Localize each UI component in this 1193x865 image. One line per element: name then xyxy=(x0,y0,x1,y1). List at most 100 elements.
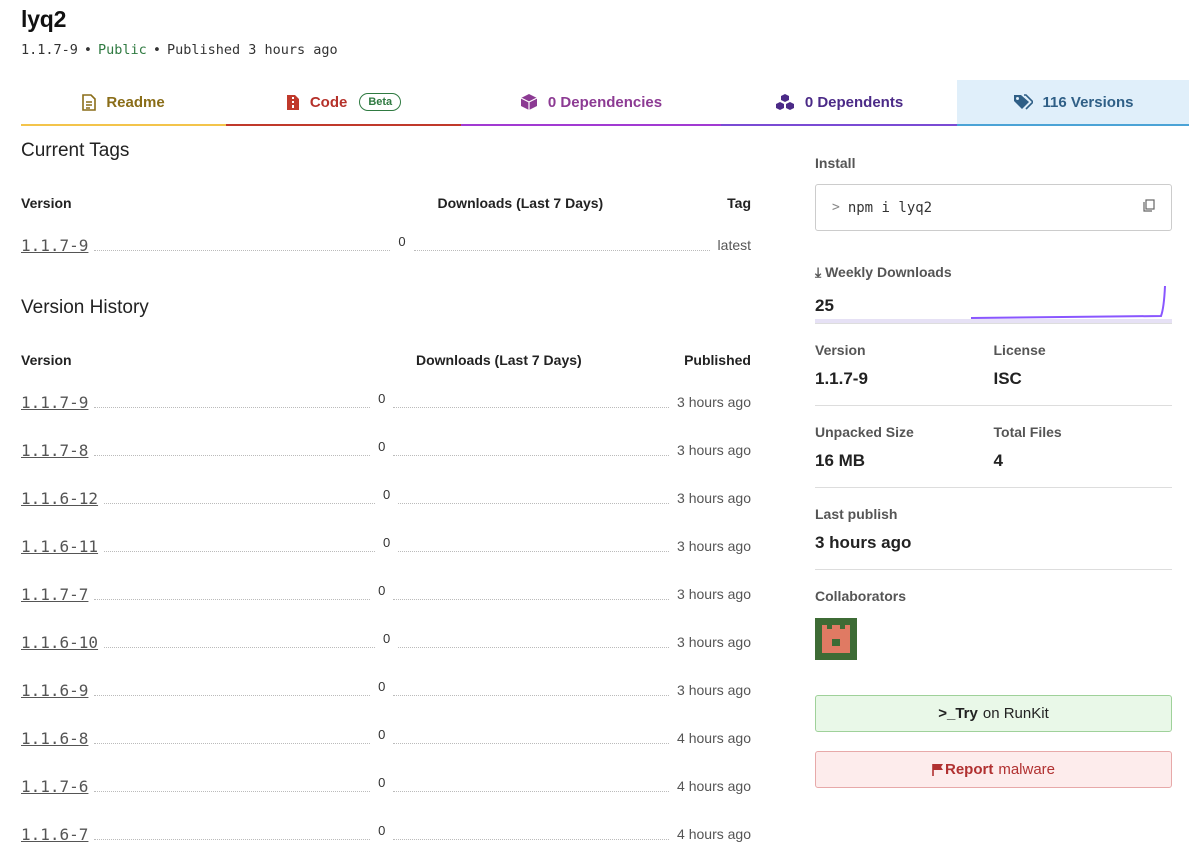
info-row-last-publish: Last publish 3 hours ago xyxy=(815,488,1172,570)
published-label: Published 3 hours ago xyxy=(166,42,338,58)
tab-dependencies[interactable]: 0 Dependencies xyxy=(461,80,721,126)
current-tags-section: Current Tags Version Downloads (Last 7 D… xyxy=(21,140,752,269)
download-count: 0 xyxy=(374,486,399,502)
tab-readme-label: Readme xyxy=(106,93,165,111)
header-tag: Tag xyxy=(727,195,751,211)
table-row: 1.1.7-9 0 3 hours ago xyxy=(21,378,751,426)
runkit-try-label: >_Try xyxy=(938,705,978,722)
version-history-header: Version Downloads (Last 7 Days) Publishe… xyxy=(21,352,751,368)
versions-main: Current Tags Version Downloads (Last 7 D… xyxy=(21,140,752,858)
weekly-downloads-label: ⤓ Weekly Downloads xyxy=(815,264,952,280)
published-time: 3 hours ago xyxy=(669,538,751,554)
tab-code[interactable]: Code Beta xyxy=(226,80,461,126)
version-link[interactable]: 1.1.6-10 xyxy=(21,632,105,652)
version-link[interactable]: 1.1.6-7 xyxy=(21,824,95,844)
version-value: 1.1.7-9 xyxy=(815,369,868,388)
install-command: npm i lyq2 xyxy=(847,199,933,216)
version-link[interactable]: 1.1.6-11 xyxy=(21,536,105,556)
tags-icon xyxy=(1013,94,1033,110)
version-link[interactable]: 1.1.6-9 xyxy=(21,680,95,700)
download-icon: ⤓ xyxy=(815,264,822,280)
install-command-box[interactable]: > npm i lyq2 xyxy=(815,184,1172,231)
prompt-icon: > xyxy=(832,200,840,215)
version-label: Version xyxy=(815,342,866,358)
table-row: 1.1.6-9 0 3 hours ago xyxy=(21,666,751,714)
last-publish-label: Last publish xyxy=(815,506,898,522)
package-title: lyq2 xyxy=(21,6,67,32)
unpacked-size-label: Unpacked Size xyxy=(815,424,914,440)
package-tabs: Readme Code Beta 0 Dependencies 0 Depend… xyxy=(21,80,1189,126)
copy-icon[interactable] xyxy=(1143,199,1155,216)
download-count: 0 xyxy=(370,438,394,454)
runkit-rest-label: on RunKit xyxy=(982,705,1049,722)
sparkline-baseline xyxy=(815,319,1172,323)
table-row: 1.1.6-8 0 4 hours ago xyxy=(21,714,751,762)
version-link[interactable]: 1.1.6-12 xyxy=(21,488,105,508)
published-time: 3 hours ago xyxy=(669,682,751,698)
header-version: Version xyxy=(21,195,72,211)
version-history-rows: 1.1.7-9 0 3 hours ago 1.1.7-8 0 3 hours ago … xyxy=(21,378,751,858)
tab-dependents-label: 0 Dependents xyxy=(804,93,904,111)
total-files-value: 4 xyxy=(993,451,1003,470)
table-row: 1.1.7-9 0 latest xyxy=(21,221,752,269)
report-rest-label: malware xyxy=(998,761,1056,778)
published-time: 3 hours ago xyxy=(669,490,751,506)
download-count: 0 xyxy=(370,390,394,406)
table-row: 1.1.6-10 0 3 hours ago xyxy=(21,618,751,666)
package-sidebar: Install > npm i lyq2 ⤓ Weekly Downloads … xyxy=(815,155,1172,788)
version-link[interactable]: 1.1.7-9 xyxy=(21,235,95,255)
downloads-sparkline xyxy=(971,285,1166,319)
version-link[interactable]: 1.1.7-7 xyxy=(21,584,95,604)
version-history-section: Version History Version Downloads (Last … xyxy=(21,297,751,858)
published-time: 3 hours ago xyxy=(669,394,751,410)
tab-readme[interactable]: Readme xyxy=(21,80,226,126)
collaborators-section: Collaborators xyxy=(815,570,1172,660)
tag-label: latest xyxy=(709,237,752,253)
collaborators-label: Collaborators xyxy=(815,588,907,604)
download-count: 0 xyxy=(370,582,394,598)
download-count: 0 xyxy=(370,678,394,694)
tab-dependents[interactable]: 0 Dependents xyxy=(721,80,957,126)
avatar[interactable] xyxy=(815,618,857,660)
published-time: 3 hours ago xyxy=(669,586,751,602)
table-row: 1.1.6-12 0 3 hours ago xyxy=(21,474,751,522)
visibility-label: Public xyxy=(98,42,147,58)
try-runkit-button[interactable]: >_Try on RunKit xyxy=(815,695,1172,732)
header-downloads: Downloads (Last 7 Days) xyxy=(415,352,582,368)
header-published: Published xyxy=(684,352,751,368)
document-icon xyxy=(82,93,97,111)
tab-code-label: Code xyxy=(309,93,348,111)
download-count: 0 xyxy=(370,726,394,742)
package-meta: 1.1.7-9 • Public • Published 3 hours ago xyxy=(21,42,338,58)
tab-versions[interactable]: 116 Versions xyxy=(957,80,1189,126)
download-count: 0 xyxy=(374,630,399,646)
info-row-size-files: Unpacked Size 16 MB Total Files 4 xyxy=(815,406,1172,488)
weekly-downloads: ⤓ Weekly Downloads 25 xyxy=(815,264,1172,324)
weekly-downloads-count: 25 xyxy=(815,296,834,315)
download-count: 0 xyxy=(374,534,399,550)
download-count: 0 xyxy=(370,774,394,790)
total-files-label: Total Files xyxy=(993,424,1062,440)
report-malware-button[interactable]: Report malware xyxy=(815,751,1172,788)
version-link[interactable]: 1.1.7-6 xyxy=(21,776,95,796)
tab-dependencies-label: 0 Dependencies xyxy=(547,93,663,111)
version-link[interactable]: 1.1.7-9 xyxy=(21,392,95,412)
download-count: 0 xyxy=(370,822,394,838)
box-icon xyxy=(520,94,538,110)
table-row: 1.1.7-7 0 3 hours ago xyxy=(21,570,751,618)
flag-icon xyxy=(932,764,943,776)
table-row: 1.1.7-8 0 3 hours ago xyxy=(21,426,751,474)
file-zip-icon xyxy=(286,94,299,110)
published-time: 3 hours ago xyxy=(669,442,751,458)
published-time: 3 hours ago xyxy=(669,634,751,650)
current-tags-header: Version Downloads (Last 7 Days) Tag xyxy=(21,195,751,211)
header-version: Version xyxy=(21,352,72,368)
version-link[interactable]: 1.1.6-8 xyxy=(21,728,95,748)
table-row: 1.1.6-11 0 3 hours ago xyxy=(21,522,751,570)
install-label: Install xyxy=(815,155,856,171)
license-label: License xyxy=(993,342,1046,358)
license-value: ISC xyxy=(993,369,1022,388)
table-row: 1.1.7-6 0 4 hours ago xyxy=(21,762,751,810)
package-version: 1.1.7-9 xyxy=(21,42,78,58)
version-link[interactable]: 1.1.7-8 xyxy=(21,440,95,460)
